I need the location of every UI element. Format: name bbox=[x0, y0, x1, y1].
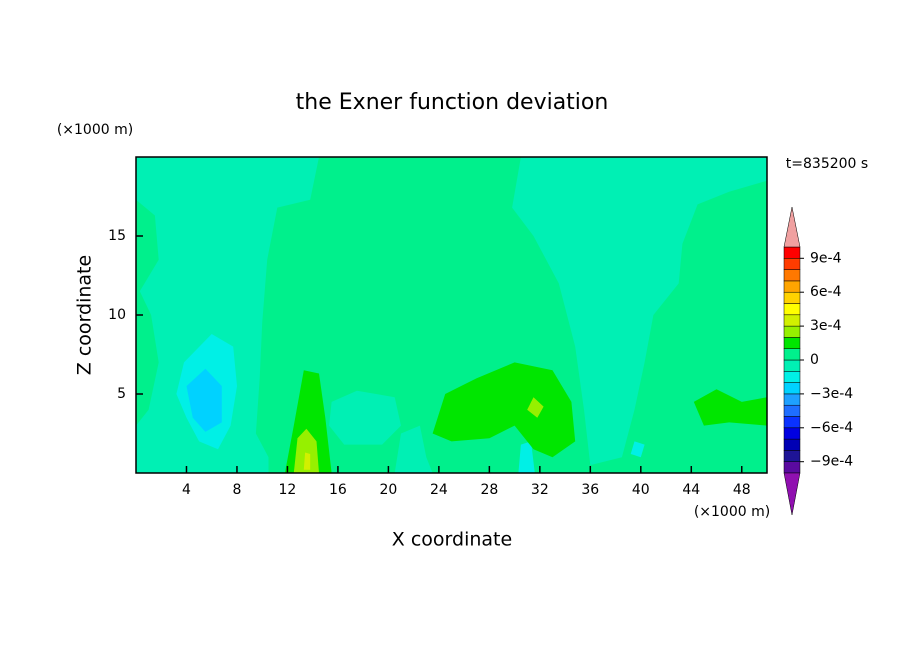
y-tick-label: 15 bbox=[108, 228, 126, 244]
colorbar-box bbox=[783, 280, 801, 293]
colorbar-box bbox=[783, 461, 801, 474]
x-tick-label: 32 bbox=[531, 482, 549, 498]
colorbar-label: 0 bbox=[810, 352, 819, 368]
colorbar-box bbox=[783, 303, 801, 316]
x-tick-label: 20 bbox=[379, 482, 397, 498]
colorbar-box bbox=[783, 359, 801, 372]
colorbar-label: 6e-4 bbox=[810, 284, 842, 300]
x-unit: (×1000 m) bbox=[694, 504, 770, 520]
colorbar-label: 9e-4 bbox=[810, 250, 842, 266]
chart-title: the Exner function deviation bbox=[296, 90, 609, 115]
x-tick-label: 40 bbox=[632, 482, 650, 498]
colorbar-box bbox=[783, 393, 801, 406]
contour-region bbox=[527, 397, 544, 418]
colorbar-label: −6e-4 bbox=[810, 420, 853, 436]
contour-region bbox=[303, 452, 311, 470]
colorbar-box bbox=[783, 314, 801, 327]
x-tick-label: 16 bbox=[329, 482, 347, 498]
colorbar-box bbox=[783, 337, 801, 349]
colorbar-box bbox=[783, 325, 801, 338]
contour-region bbox=[329, 390, 401, 445]
colorbar-box bbox=[783, 269, 801, 282]
x-tick-label: 36 bbox=[581, 482, 599, 498]
colorbar-under bbox=[783, 472, 801, 516]
colorbar-box bbox=[783, 348, 801, 361]
contour-region bbox=[432, 362, 576, 458]
contour-region bbox=[186, 368, 222, 432]
x-tick-label: 12 bbox=[279, 482, 297, 498]
contour-region bbox=[293, 428, 319, 473]
x-tick-label: 28 bbox=[480, 482, 498, 498]
colorbar-box bbox=[783, 438, 801, 451]
x-tick-label: 24 bbox=[430, 482, 448, 498]
colorbar-box bbox=[783, 371, 801, 383]
contour-region bbox=[518, 441, 535, 473]
x-tick-label: 8 bbox=[232, 482, 241, 498]
colorbar-label: −3e-4 bbox=[810, 386, 853, 402]
colorbar-box bbox=[783, 450, 801, 462]
colorbar-box bbox=[783, 416, 801, 429]
y-tick-label: 5 bbox=[117, 386, 126, 402]
colorbar-box bbox=[783, 291, 801, 304]
colorbar-over bbox=[783, 206, 801, 248]
x-tick-label: 44 bbox=[682, 482, 700, 498]
x-axis-label: X coordinate bbox=[392, 529, 512, 551]
colorbar-label: 3e-4 bbox=[810, 318, 842, 334]
colorbar-box bbox=[783, 258, 801, 270]
y-tick-label: 10 bbox=[108, 307, 126, 323]
contour-field bbox=[136, 157, 767, 473]
colorbar-box bbox=[783, 404, 801, 417]
colorbar-box bbox=[783, 246, 801, 259]
contour-region bbox=[693, 389, 767, 426]
contour-region bbox=[394, 425, 433, 473]
time-label: t=835200 s bbox=[786, 156, 868, 172]
contour-region bbox=[630, 441, 645, 458]
y-unit: (×1000 m) bbox=[57, 122, 133, 138]
colorbar-box bbox=[783, 427, 801, 440]
x-tick-label: 4 bbox=[182, 482, 191, 498]
contour-region bbox=[512, 157, 767, 466]
y-axis-label: Z coordinate bbox=[74, 255, 96, 375]
colorbar-box bbox=[783, 382, 801, 395]
colorbar-label: −9e-4 bbox=[810, 454, 853, 470]
x-tick-label: 48 bbox=[733, 482, 751, 498]
